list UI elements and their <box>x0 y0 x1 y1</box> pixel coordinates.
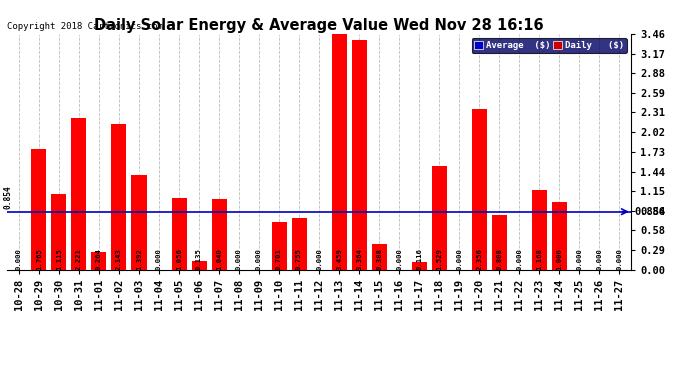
Text: 3.459: 3.459 <box>336 248 342 270</box>
Text: 0.701: 0.701 <box>276 248 282 270</box>
Bar <box>192 261 206 270</box>
Text: 0.388: 0.388 <box>376 248 382 270</box>
Text: 2.221: 2.221 <box>76 248 82 270</box>
Bar <box>272 222 286 270</box>
Bar <box>112 124 126 270</box>
Bar <box>332 34 346 270</box>
Bar <box>52 194 66 270</box>
Bar <box>92 252 106 270</box>
Text: 1.115: 1.115 <box>56 248 62 270</box>
Bar <box>532 190 546 270</box>
Text: 0.000: 0.000 <box>516 248 522 270</box>
Text: 0.000: 0.000 <box>456 248 462 270</box>
Text: 0.000: 0.000 <box>16 248 22 270</box>
Text: 0.854: 0.854 <box>3 185 12 209</box>
Bar <box>412 262 426 270</box>
Bar <box>352 40 366 270</box>
Bar <box>372 243 386 270</box>
Bar <box>212 199 226 270</box>
Text: 0.135: 0.135 <box>196 248 202 270</box>
Bar <box>72 118 86 270</box>
Bar <box>492 215 506 270</box>
Text: 1.000: 1.000 <box>556 248 562 270</box>
Text: 0.264: 0.264 <box>96 248 102 270</box>
Text: 1.168: 1.168 <box>536 248 542 270</box>
Bar <box>292 219 306 270</box>
Title: Daily Solar Energy & Average Value Wed Nov 28 16:16: Daily Solar Energy & Average Value Wed N… <box>95 18 544 33</box>
Text: 1.056: 1.056 <box>176 248 182 270</box>
Bar <box>132 175 146 270</box>
Text: 0.000: 0.000 <box>396 248 402 270</box>
Text: 1.040: 1.040 <box>216 248 222 270</box>
Text: 3.364: 3.364 <box>356 248 362 270</box>
Text: 2.356: 2.356 <box>476 248 482 270</box>
Text: 0.000: 0.000 <box>596 248 602 270</box>
Legend: Average  ($), Daily   ($): Average ($), Daily ($) <box>471 38 627 53</box>
Text: 0.000: 0.000 <box>616 248 622 270</box>
Text: 1.392: 1.392 <box>136 248 142 270</box>
Bar <box>32 150 46 270</box>
Text: 0.755: 0.755 <box>296 248 302 270</box>
Text: 0.000: 0.000 <box>156 248 162 270</box>
Bar <box>552 202 566 270</box>
Text: 0.000: 0.000 <box>576 248 582 270</box>
Text: 1.765: 1.765 <box>36 248 42 270</box>
Bar <box>172 198 186 270</box>
Bar <box>432 166 446 270</box>
Text: 0.000: 0.000 <box>316 248 322 270</box>
Text: 0.116: 0.116 <box>416 248 422 270</box>
Text: 0.854: 0.854 <box>634 207 666 217</box>
Text: 0.808: 0.808 <box>496 248 502 270</box>
Text: 0.000: 0.000 <box>256 248 262 270</box>
Bar <box>472 109 486 270</box>
Text: Copyright 2018 Cartronics.com: Copyright 2018 Cartronics.com <box>7 22 163 32</box>
Text: 2.143: 2.143 <box>116 248 122 270</box>
Text: 0.000: 0.000 <box>236 248 242 270</box>
Text: 1.529: 1.529 <box>436 248 442 270</box>
